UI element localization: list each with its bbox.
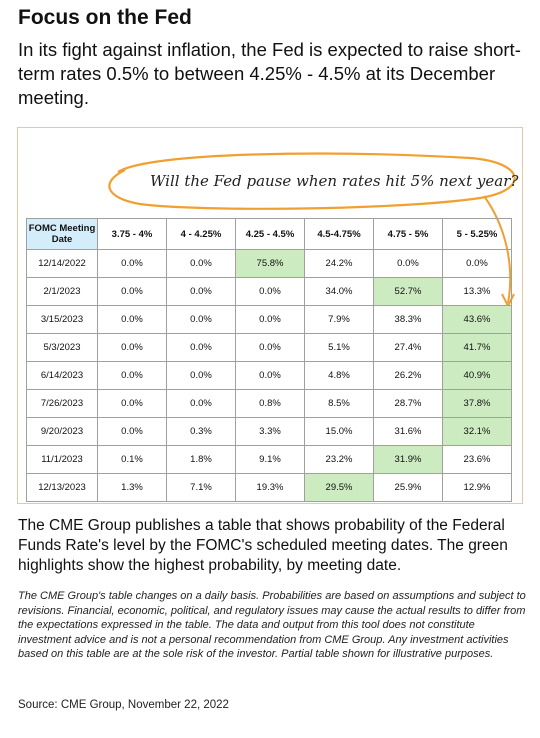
meeting-date: 5/3/2023 (26, 333, 98, 362)
probability-cell: 1.3% (97, 473, 167, 502)
column-header: 3.75 - 4% (97, 218, 167, 250)
probability-cell: 9.1% (235, 445, 305, 474)
probability-cell: 23.2% (304, 445, 374, 474)
probability-cell: 23.6% (442, 445, 512, 474)
probability-cell: 41.7% (442, 333, 512, 362)
probability-cell: 0.1% (97, 445, 167, 474)
probability-cell: 1.8% (166, 445, 236, 474)
probability-cell: 7.9% (304, 305, 374, 334)
probability-cell: 0.0% (166, 249, 236, 278)
probability-cell: 19.3% (235, 473, 305, 502)
probability-cell: 31.9% (373, 445, 443, 474)
source: Source: CME Group, November 22, 2022 (18, 699, 229, 711)
column-header: 4.25 - 4.5% (235, 218, 305, 250)
table-body: 12/14/2022 0.0% 0.0% 75.8% 24.2% 0.0% 0.0% 2/1/… (26, 249, 512, 502)
meeting-date: 12/14/2022 (26, 249, 98, 278)
meeting-date: 6/14/2023 (26, 361, 98, 390)
probability-cell: 27.4% (373, 333, 443, 362)
meeting-date: 7/26/2023 (26, 389, 98, 418)
probability-cell: 0.0% (97, 305, 167, 334)
intro: In its fight against inflation, the Fed … (18, 39, 521, 108)
disclaimer: The CME Group's table changes on a daily… (18, 590, 526, 660)
probability-cell: 0.0% (97, 417, 167, 446)
probability-cell: 0.0% (166, 333, 236, 362)
probability-cell: 0.0% (97, 277, 167, 306)
table-row: 2/1/2023 0.0% 0.0% 0.0% 34.0% 52.7% 13.3% (26, 277, 512, 306)
probability-cell: 7.1% (166, 473, 236, 502)
probability-cell: 0.0% (97, 333, 167, 362)
table-row: 11/1/2023 0.1% 1.8% 9.1% 23.2% 31.9% 23.6% (26, 445, 512, 474)
table-row: 9/20/2023 0.0% 0.3% 3.3% 15.0% 31.6% 32.1% (26, 417, 512, 446)
probability-cell: 0.8% (235, 389, 305, 418)
probability-cell: 0.0% (442, 249, 512, 278)
meeting-date: 3/15/2023 (26, 305, 98, 334)
column-header: 4 - 4.25% (166, 218, 236, 250)
probability-cell: 28.7% (373, 389, 443, 418)
table-frame (17, 127, 523, 504)
column-header: 4.75 - 5% (373, 218, 443, 250)
probability-cell: 43.6% (442, 305, 512, 334)
probability-cell: 0.0% (235, 277, 305, 306)
probability-cell: 26.2% (373, 361, 443, 390)
probability-cell: 0.0% (97, 361, 167, 390)
probability-cell: 32.1% (442, 417, 512, 446)
probability-cell: 34.0% (304, 277, 374, 306)
probability-cell: 8.5% (304, 389, 374, 418)
header-row: FOMC Meeting Date 3.75 - 4% 4 - 4.25% 4.25 … (26, 218, 512, 250)
table-row: 6/14/2023 0.0% 0.0% 0.0% 4.8% 26.2% 40.9% (26, 361, 512, 390)
probability-cell: 0.0% (166, 361, 236, 390)
probability-cell: 40.9% (442, 361, 512, 390)
probability-cell: 15.0% (304, 417, 374, 446)
probability-cell: 5.1% (304, 333, 374, 362)
probability-cell: 29.5% (304, 473, 374, 502)
column-header: FOMC Meeting Date (26, 218, 98, 250)
table-row: 3/15/2023 0.0% 0.0% 0.0% 7.9% 38.3% 43.6% (26, 305, 512, 334)
probability-cell: 37.8% (442, 389, 512, 418)
column-header: 5 - 5.25% (442, 218, 512, 250)
probability-cell: 0.0% (235, 333, 305, 362)
table-row: 12/13/2023 1.3% 7.1% 19.3% 29.5% 25.9% 12.9% (26, 473, 512, 502)
probability-table: FOMC Meeting Date 3.75 - 4% 4 - 4.25% 4.25 … (26, 218, 512, 502)
table-row: 12/14/2022 0.0% 0.0% 75.8% 24.2% 0.0% 0.0% (26, 249, 512, 278)
probability-cell: 0.0% (235, 305, 305, 334)
probability-cell: 0.0% (166, 389, 236, 418)
probability-cell: 0.0% (373, 249, 443, 278)
probability-cell: 0.0% (97, 389, 167, 418)
probability-cell: 0.0% (166, 305, 236, 334)
probability-cell: 52.7% (373, 277, 443, 306)
probability-cell: 0.3% (166, 417, 236, 446)
probability-cell: 4.8% (304, 361, 374, 390)
probability-cell: 75.8% (235, 249, 305, 278)
probability-cell: 38.3% (373, 305, 443, 334)
meeting-date: 11/1/2023 (26, 445, 98, 474)
meeting-date: 9/20/2023 (26, 417, 98, 446)
probability-cell: 24.2% (304, 249, 374, 278)
meeting-date: 2/1/2023 (26, 277, 98, 306)
column-header: 4.5-4.75% (304, 218, 374, 250)
table-row: 7/26/2023 0.0% 0.0% 0.8% 8.5% 28.7% 37.8% (26, 389, 512, 418)
probability-cell: 25.9% (373, 473, 443, 502)
probability-cell: 0.0% (235, 361, 305, 390)
probability-cell: 13.3% (442, 277, 512, 306)
probability-cell: 31.6% (373, 417, 443, 446)
probability-cell: 0.0% (97, 249, 167, 278)
probability-cell: 3.3% (235, 417, 305, 446)
callout-text: Will the Fed pause when rates hit 5% nex… (150, 172, 519, 190)
probability-cell: 0.0% (166, 277, 236, 306)
title: Focus on the Fed (18, 6, 192, 29)
probability-cell: 12.9% (442, 473, 512, 502)
table-row: 5/3/2023 0.0% 0.0% 0.0% 5.1% 27.4% 41.7% (26, 333, 512, 362)
body-text: The CME Group publishes a table that sho… (18, 517, 508, 574)
meeting-date: 12/13/2023 (26, 473, 98, 502)
